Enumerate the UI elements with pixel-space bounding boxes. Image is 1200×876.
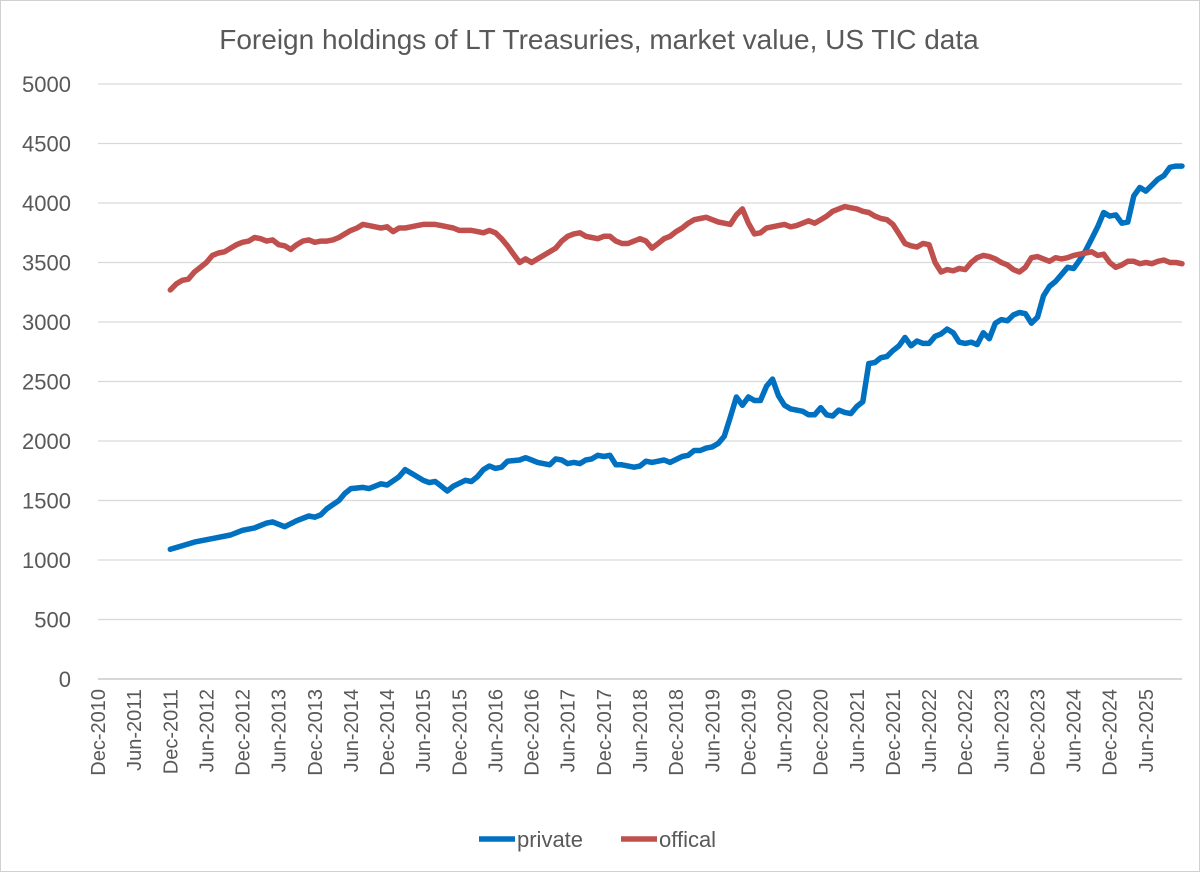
x-tick-label: Jun-2023 (991, 689, 1013, 772)
x-tick-label: Dec-2011 (160, 689, 182, 774)
y-tick-label: 3000 (22, 310, 71, 335)
x-tick-label: Dec-2019 (738, 689, 760, 776)
y-tick-label: 1000 (22, 548, 71, 573)
y-axis-tick-labels: 0 500 1000 1500 2000 2500 3000 3500 4000 4500 5000 (22, 72, 71, 692)
y-tick-label: 0 (59, 667, 71, 692)
legend-label-offical: offical (659, 827, 716, 852)
y-tick-label: 1500 (22, 489, 71, 514)
y-tick-label: 500 (34, 608, 71, 633)
x-tick-label: Jun-2022 (919, 689, 941, 772)
x-tick-label: Dec-2017 (594, 689, 616, 776)
x-tick-label: Dec-2010 (88, 689, 110, 776)
x-tick-label: Dec-2014 (377, 689, 399, 776)
x-tick-label: Jun-2024 (1064, 689, 1086, 772)
x-tick-label: Jun-2018 (630, 689, 652, 772)
x-tick-label: Dec-2012 (233, 689, 255, 776)
series-line-private (167, 163, 1185, 553)
x-tick-label: Jun-2017 (558, 689, 580, 772)
x-tick-label: Dec-2015 (449, 689, 471, 776)
x-tick-label: Jun-2019 (702, 689, 724, 772)
x-tick-label: Jun-2025 (1136, 689, 1158, 772)
legend-label-private: private (517, 827, 583, 852)
x-tick-label: Dec-2022 (955, 689, 977, 776)
x-tick-label: Dec-2018 (666, 689, 688, 776)
series-line-offical (167, 203, 1185, 293)
x-tick-label: Jun-2012 (196, 689, 218, 772)
chart-title: Foreign holdings of LT Treasuries, marke… (219, 24, 979, 55)
y-tick-label: 2000 (22, 429, 71, 454)
x-tick-label: Jun-2016 (485, 689, 507, 772)
gridlines (98, 83, 1182, 680)
x-tick-label: Dec-2013 (305, 689, 327, 776)
series-lines (167, 163, 1185, 553)
x-tick-label: Dec-2024 (1100, 689, 1122, 776)
x-axis-tick-labels: Dec-2010 Jun-2011 Dec-2011 Jun-2012 Dec-2012… (88, 689, 1158, 776)
x-tick-label: Dec-2016 (522, 689, 544, 776)
x-tick-label: Dec-2020 (811, 689, 833, 776)
legend: private offical (479, 827, 716, 852)
x-tick-label: Jun-2014 (341, 689, 363, 772)
x-tick-label: Jun-2015 (413, 689, 435, 772)
x-tick-label: Jun-2011 (124, 689, 146, 771)
y-tick-label: 3500 (22, 251, 71, 276)
x-tick-label: Dec-2023 (1027, 689, 1049, 776)
y-tick-label: 2500 (22, 370, 71, 395)
x-tick-label: Jun-2020 (775, 689, 797, 772)
y-tick-label: 4000 (22, 191, 71, 216)
y-tick-label: 4500 (22, 132, 71, 157)
y-tick-label: 5000 (22, 72, 71, 97)
x-tick-label: Jun-2013 (269, 689, 291, 772)
x-tick-label: Jun-2021 (847, 689, 869, 772)
x-tick-label: Dec-2021 (883, 689, 905, 776)
